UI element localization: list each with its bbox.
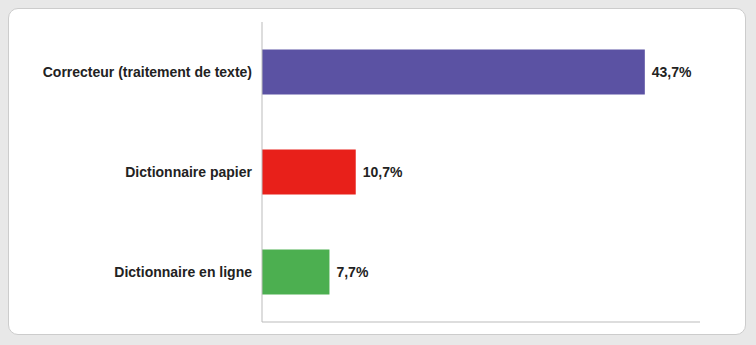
bar — [262, 250, 329, 295]
bar — [262, 150, 356, 195]
category-label: Correcteur (traitement de texte) — [43, 64, 252, 80]
bar — [262, 50, 645, 95]
chart: Dictionnaire en ligne Dictionnaire papier… — [0, 0, 756, 345]
bars — [262, 50, 645, 295]
category-label: Dictionnaire en ligne — [114, 264, 252, 280]
x-axis-line — [262, 322, 700, 323]
data-label: 10,7% — [363, 164, 403, 180]
data-label: 7,7% — [336, 264, 368, 280]
category-label: Dictionnaire papier — [125, 164, 252, 180]
y-axis-line — [262, 22, 263, 322]
data-label: 43,7% — [652, 64, 692, 80]
